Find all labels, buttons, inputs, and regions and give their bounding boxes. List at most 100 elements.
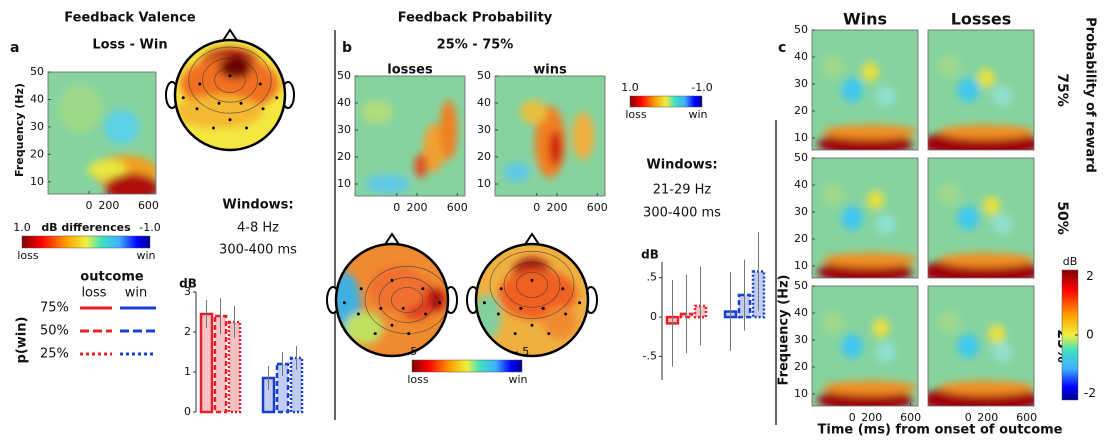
tfr-title: wins: [533, 63, 567, 78]
x-tick-label: 200: [98, 199, 119, 212]
heatmap-blob: [938, 124, 1034, 140]
heatmap-blob: [841, 78, 863, 102]
heatmap: [812, 286, 918, 406]
heatmap-blob: [938, 380, 1034, 396]
heatmap: [812, 158, 918, 278]
topo-outline: [474, 242, 590, 358]
heatmap-blob: [822, 124, 918, 140]
electrode: [198, 82, 202, 86]
heatmap-blob: [503, 162, 531, 182]
heatmap-blob: [991, 214, 1013, 234]
heatmap-blob: [104, 109, 139, 144]
heatmap-blob: [991, 86, 1013, 106]
row-label: 75%: [1054, 73, 1070, 107]
legend-label: loss: [81, 286, 106, 301]
electrode: [519, 306, 523, 310]
y-tick-label: 20: [794, 232, 808, 245]
bar-y-label: dB: [641, 248, 659, 262]
electrode: [195, 107, 199, 111]
heatmap-blob: [572, 112, 594, 160]
heatmap-blob: [991, 342, 1013, 362]
heatmap-blob: [822, 310, 844, 334]
panel-label: b: [342, 40, 352, 56]
electrode: [561, 287, 565, 291]
electrode: [499, 287, 503, 291]
windows-time: 300-400 ms: [643, 206, 721, 221]
y-axis-label: Frequency (Hz): [13, 83, 26, 177]
y-tick-label: 30: [794, 333, 808, 346]
bar-y-label: dB: [179, 277, 197, 291]
x-tick-label: 600: [1016, 411, 1037, 424]
heatmap-blob: [366, 174, 410, 194]
electrode: [407, 332, 411, 336]
electrode: [547, 332, 551, 336]
x-tick-label: 0: [965, 411, 972, 424]
colorbar-label: loss: [625, 108, 647, 121]
heatmap: [928, 30, 1034, 150]
electrode: [261, 107, 265, 111]
topo-blobs: [476, 258, 577, 340]
heatmap-blob: [414, 154, 428, 178]
heatmap-blob: [105, 173, 156, 194]
colorbar-label: -1.0: [139, 221, 160, 234]
legend-label: win: [125, 286, 147, 301]
x-tick-label: 0: [393, 201, 400, 214]
row-axis-label: Probability of reward: [1083, 17, 1098, 173]
colorbar-label: win: [688, 108, 707, 121]
y-tick-label: 40: [30, 92, 44, 105]
electrode: [578, 301, 582, 305]
panel-label: c: [778, 40, 786, 56]
heatmap: [48, 72, 156, 194]
colorbar-label: 1.0: [13, 221, 31, 234]
electrode: [181, 96, 185, 100]
y-tick-label: 20: [794, 104, 808, 117]
panel-label: a: [10, 40, 19, 56]
heatmap-frame: [811, 29, 919, 151]
y-tick-label: 40: [794, 178, 808, 191]
heatmap-blob: [867, 190, 885, 210]
heatmap-frame: [927, 157, 1035, 279]
topo-outline: [173, 38, 287, 152]
legend-row: 50%: [40, 324, 69, 339]
heatmap-blob: [58, 84, 102, 133]
colorbar-title: dB differences: [41, 221, 131, 234]
column-title: Wins: [843, 10, 887, 29]
windows-frequency: 21-29 Hz: [653, 183, 712, 198]
heatmap-blob: [938, 252, 1034, 268]
x-tick-label: 600: [900, 411, 921, 424]
heatmap: [355, 76, 465, 196]
electrode: [564, 312, 568, 316]
topo-contour: [515, 271, 549, 298]
colorbar-label: win: [136, 249, 155, 262]
topo-contour: [489, 250, 575, 319]
heatmap-blob: [87, 159, 127, 180]
topo-contour: [202, 57, 258, 103]
y-tick-label: 30: [477, 123, 491, 136]
heatmap: [928, 286, 1034, 406]
panel-subtitle: Loss - Win: [92, 38, 167, 53]
colorbar-label: .5: [407, 345, 418, 358]
topo-blob: [344, 311, 384, 345]
x-tick-label: 600: [447, 201, 468, 214]
heatmap-blob: [439, 100, 458, 160]
electrode: [424, 312, 428, 316]
topo-contour: [214, 67, 246, 93]
x-axis-label: Time (ms) from onset of outcome: [818, 423, 1063, 438]
heatmap-frame: [811, 285, 919, 407]
heatmap-blob: [822, 182, 844, 206]
y-tick-label: 10: [337, 177, 351, 190]
colorbar-title: dB: [1063, 255, 1078, 268]
windows-title: Windows:: [222, 198, 293, 213]
y-axis-label: Frequency (Hz): [777, 275, 792, 386]
y-tick-label: 50: [337, 69, 351, 82]
heatmap-blob: [872, 318, 890, 338]
y-tick-label: 40: [477, 96, 491, 109]
heatmap-blobs: [928, 310, 1034, 406]
heatmap-blob: [938, 310, 960, 334]
electrode: [342, 301, 346, 305]
electrode: [482, 301, 486, 305]
heatmap-blob: [841, 334, 863, 358]
heatmap-blob: [822, 54, 844, 78]
